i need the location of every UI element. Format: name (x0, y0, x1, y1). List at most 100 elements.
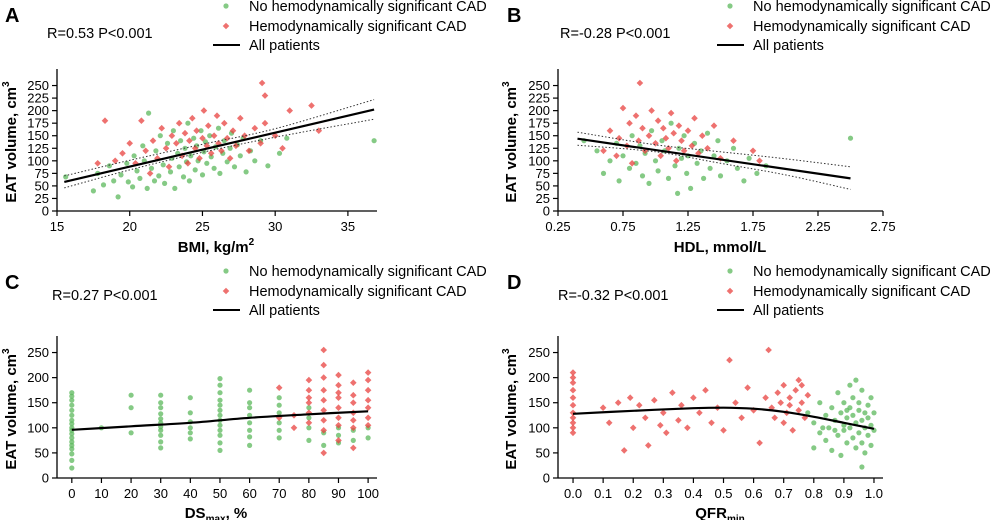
point-no-cad (672, 163, 678, 169)
y-axis-title: EAT volume, cm3 (1, 81, 20, 203)
point-cad (632, 112, 640, 119)
point-no-cad (276, 150, 283, 156)
y-tick-label: 150 (528, 395, 550, 410)
point-no-cad (646, 180, 652, 186)
point-no-cad (276, 410, 282, 416)
point-cad (335, 437, 342, 444)
point-no-cad (832, 427, 838, 433)
point-cad (221, 119, 228, 127)
point-cad (154, 155, 161, 162)
point-no-cad (69, 412, 75, 418)
y-axis-title: EAT volume, cm3 (501, 348, 520, 470)
point-cad (335, 404, 342, 411)
point-cad (675, 417, 682, 424)
x-tick-label: 80 (302, 486, 316, 501)
y-axis-title-main: EAT volume, cm (503, 87, 520, 203)
legend-marker-cad (726, 22, 734, 30)
point-no-cad (69, 407, 75, 413)
y-tick-label: 175 (528, 116, 550, 131)
x-tick-label: 0.3 (654, 486, 672, 501)
point-cad (178, 152, 186, 160)
stat-text: R=-0.28 P<0.001 (560, 26, 670, 42)
point-no-cad (607, 158, 613, 164)
point-no-cad (649, 128, 655, 134)
point-no-cad (306, 437, 312, 443)
point-cad (251, 124, 259, 132)
y-axis-title-sup: 3 (501, 81, 512, 87)
point-cad (162, 145, 170, 152)
point-no-cad (176, 164, 182, 170)
point-cad (605, 419, 613, 427)
point-no-cad (859, 440, 865, 446)
legend-marker-no-cad (223, 3, 229, 9)
x-tick-label: 0.0 (564, 486, 582, 501)
point-cad (665, 145, 672, 152)
panel-label: A (5, 5, 19, 27)
point-cad (628, 160, 636, 167)
point-cad (744, 384, 751, 391)
point-no-cad (69, 402, 75, 408)
point-no-cad (69, 435, 75, 441)
x-tick-label: 25 (195, 219, 209, 234)
fit-line-all-patients (71, 410, 369, 431)
point-cad (320, 346, 327, 354)
fit-line-all-patients (64, 108, 375, 183)
x-tick-label: 0.4 (684, 486, 702, 501)
y-tick-label: 150 (528, 128, 550, 143)
point-no-cad (847, 425, 853, 431)
point-cad (364, 376, 372, 384)
point-cad (350, 391, 357, 399)
point-cad (680, 147, 688, 155)
point-no-cad (707, 165, 713, 171)
point-cad (364, 386, 372, 394)
point-cad (168, 132, 176, 139)
point-cad (606, 127, 614, 134)
point-no-cad (124, 160, 130, 166)
point-cad (223, 134, 231, 142)
point-no-cad (247, 387, 253, 393)
y-tick-label: 150 (27, 395, 49, 410)
point-no-cad (178, 138, 184, 144)
y-tick-label: 50 (536, 178, 550, 193)
point-cad (350, 417, 357, 424)
point-cad (626, 394, 634, 401)
point-no-cad (191, 135, 197, 141)
point-no-cad (668, 120, 674, 126)
point-no-cad (158, 392, 164, 398)
point-no-cad (865, 432, 871, 438)
point-no-cad (859, 417, 865, 423)
point-no-cad (639, 173, 646, 179)
point-cad (615, 134, 623, 142)
point-no-cad (217, 447, 223, 453)
point-no-cad (701, 175, 707, 181)
point-cad (186, 137, 193, 144)
point-cad (786, 401, 793, 409)
point-cad (305, 386, 313, 394)
legend-label-all: All patients (753, 38, 824, 54)
legend-marker-cad (222, 287, 230, 295)
x-tick-label: 20 (122, 219, 136, 234)
point-no-cad (115, 194, 121, 200)
point-cad (756, 439, 763, 447)
point-no-cad (125, 179, 131, 185)
point-cad (639, 124, 646, 132)
point-cad (213, 112, 221, 119)
point-no-cad (69, 390, 75, 396)
x-tick-label: 60 (242, 486, 256, 501)
point-no-cad (69, 451, 75, 457)
panel-label: B (507, 5, 521, 27)
point-cad (600, 147, 607, 155)
point-cad (305, 409, 313, 417)
x-axis-title-main: BMI, kg/m (178, 239, 249, 256)
x-tick-label: 1.25 (675, 219, 700, 234)
x-axis-title-main: HDL, mmol/L (674, 239, 767, 256)
point-no-cad (128, 405, 134, 411)
point-cad (305, 376, 313, 384)
point-no-cad (868, 395, 874, 401)
point-cad (229, 127, 237, 134)
y-tick-label: 25 (536, 191, 550, 206)
point-no-cad (823, 412, 829, 418)
x-tick-label: 30 (153, 486, 167, 501)
point-cad (756, 157, 763, 165)
legend: No hemodynamically significant CAD Hemody… (213, 264, 487, 319)
